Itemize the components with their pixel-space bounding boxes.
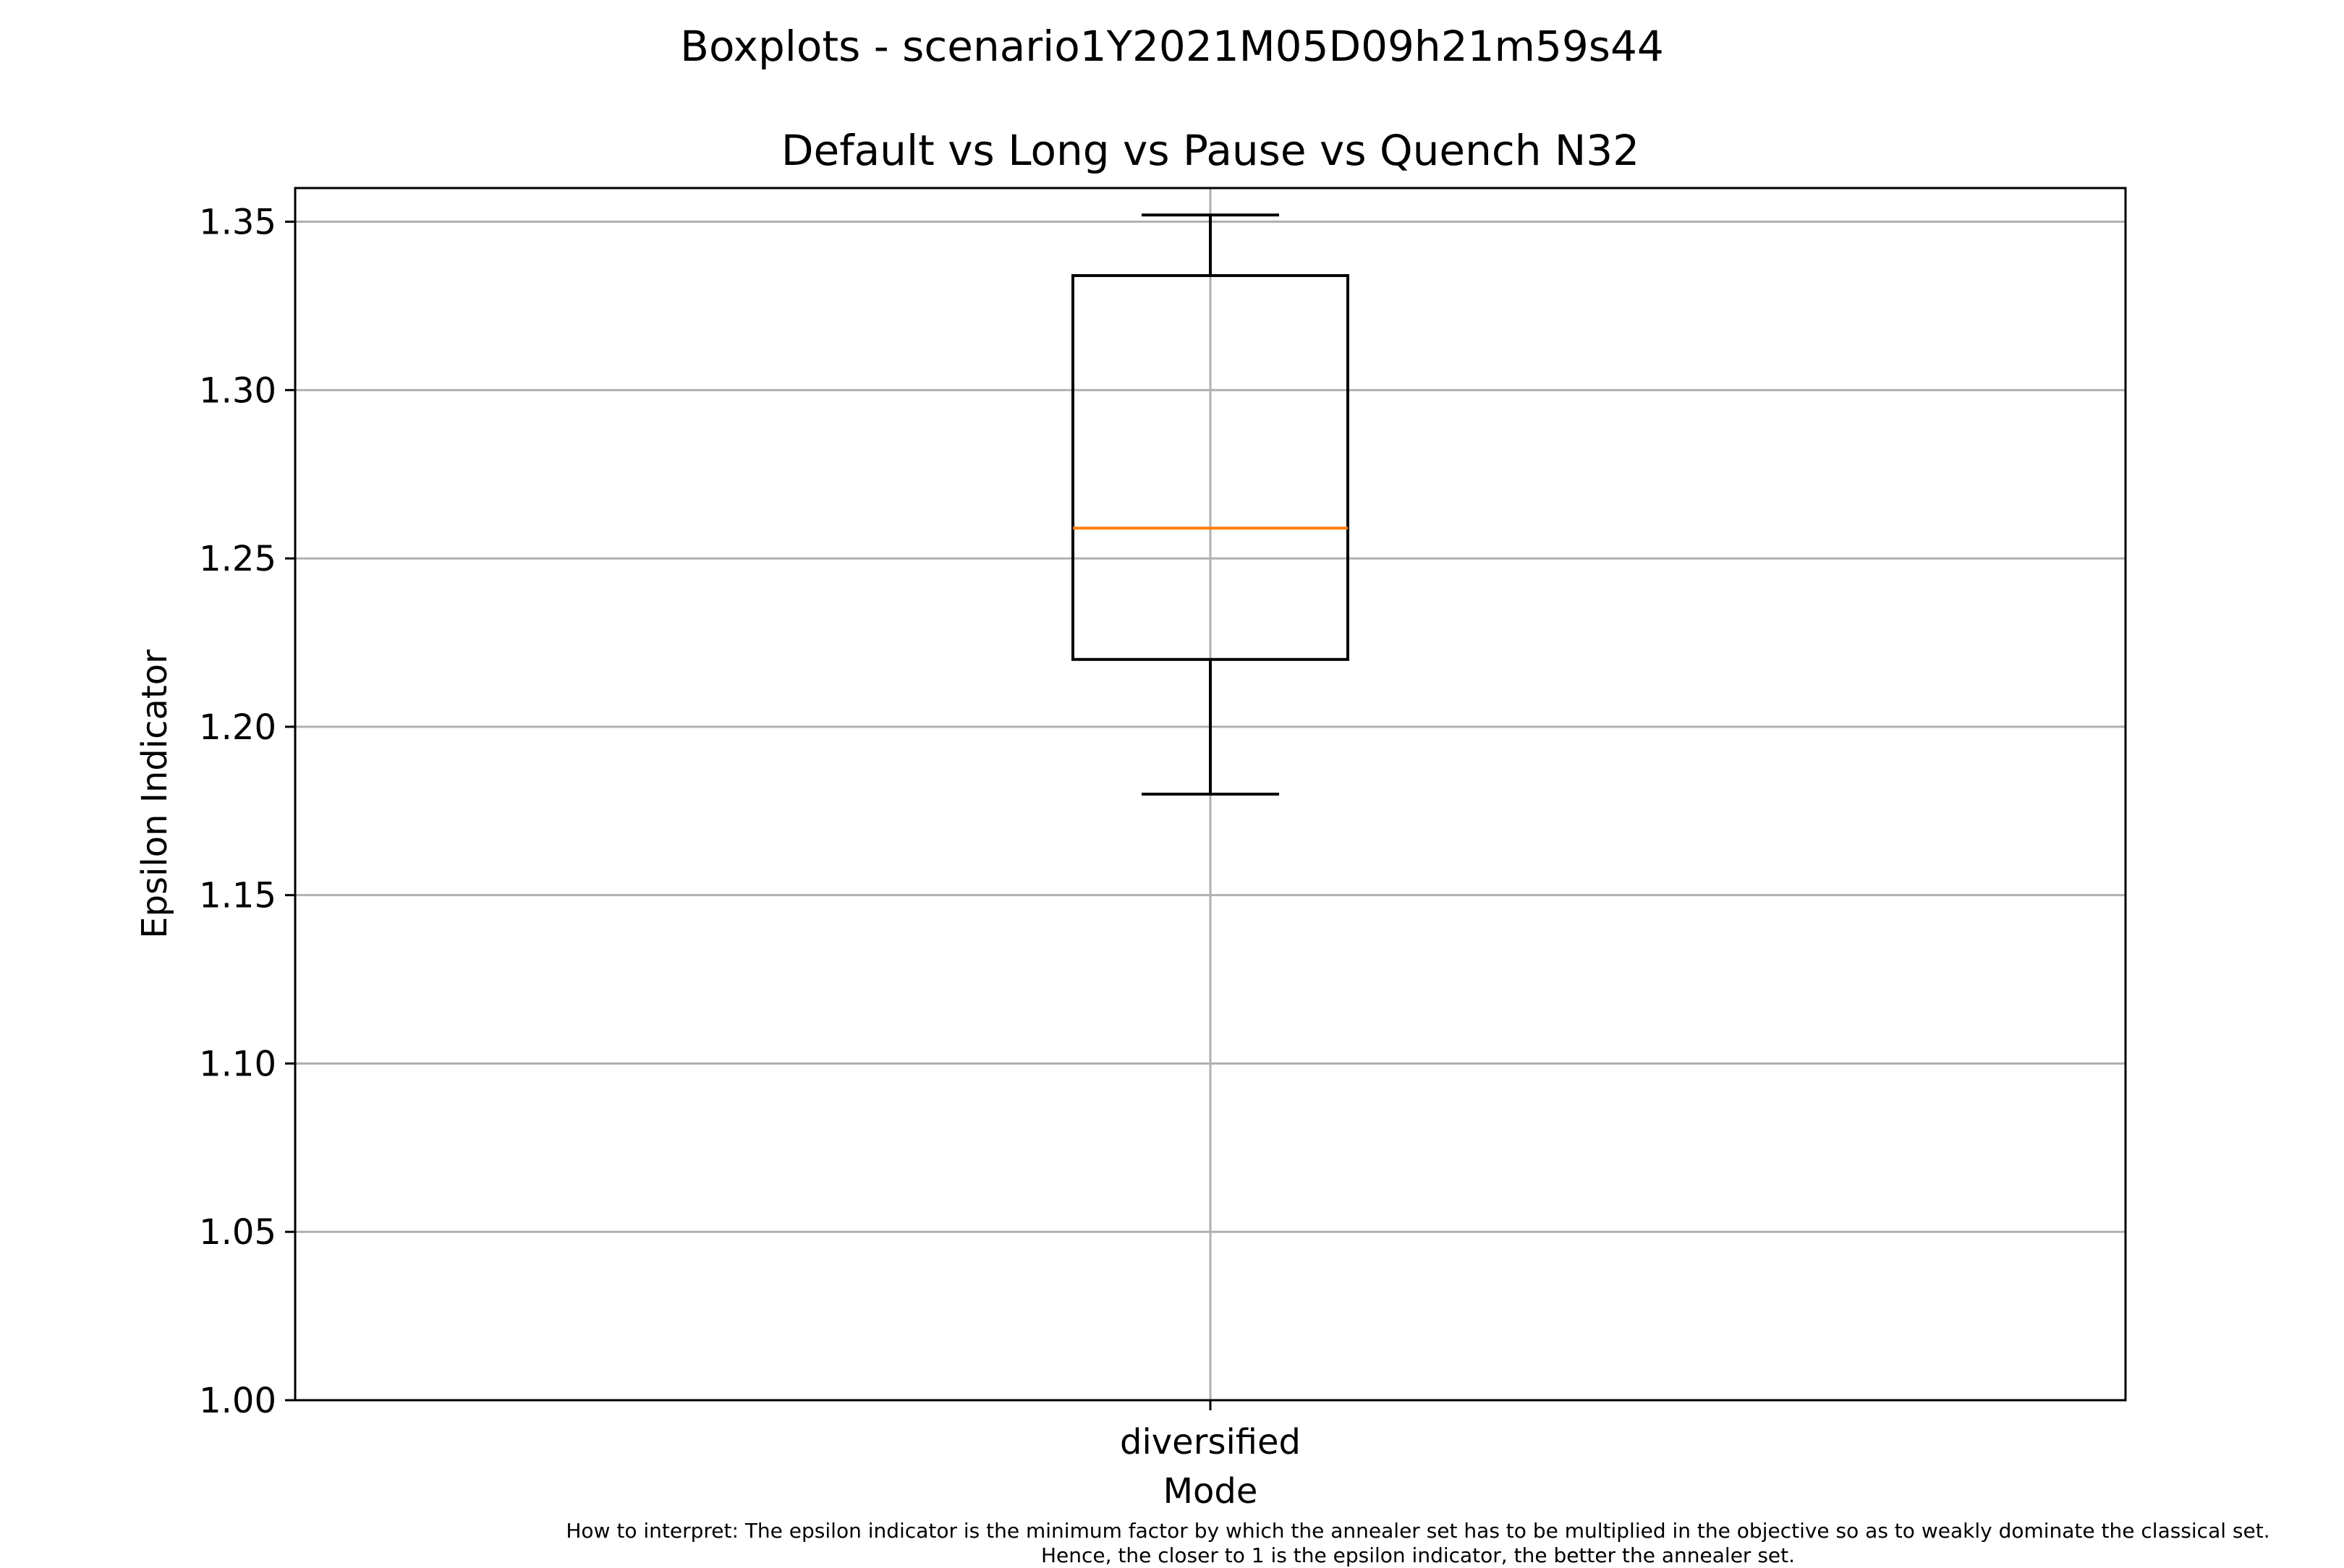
box-diversified [1071, 213, 1349, 796]
x-tick-label: diversified [1120, 1422, 1301, 1462]
x-axis-label: Mode [1163, 1471, 1258, 1512]
y-axis-label: Epsilon Indicator [135, 649, 175, 939]
iqr-box [1071, 274, 1349, 661]
chart-title: Default vs Long vs Pause vs Quench N32 [781, 126, 1639, 175]
interpretation-footnote: How to interpret: The epsilon indicator … [528, 1519, 2308, 1568]
box-layer [1071, 213, 1349, 796]
footnote-line-1: How to interpret: The epsilon indicator … [566, 1519, 2270, 1543]
y-tick-label: 1.00 [199, 1381, 276, 1421]
y-tick-label: 1.25 [199, 539, 276, 579]
y-tick-label: 1.30 [199, 370, 276, 411]
y-tick-label: 1.35 [199, 203, 276, 243]
figure-suptitle: Boxplots - scenario1Y2021M05D09h21m59s44 [680, 22, 1664, 71]
tick-layer: 1.00 1.05 1.10 1.15 1.20 1.25 1.30 1.35 diversif… [199, 203, 1301, 1462]
y-tick-label: 1.10 [199, 1044, 276, 1084]
footnote-line-2: Hence, the closer to 1 is the epsilon in… [1040, 1543, 1796, 1567]
y-tick-label: 1.15 [199, 876, 276, 916]
y-tick-label: 1.20 [199, 707, 276, 748]
y-tick-label: 1.05 [199, 1212, 276, 1253]
